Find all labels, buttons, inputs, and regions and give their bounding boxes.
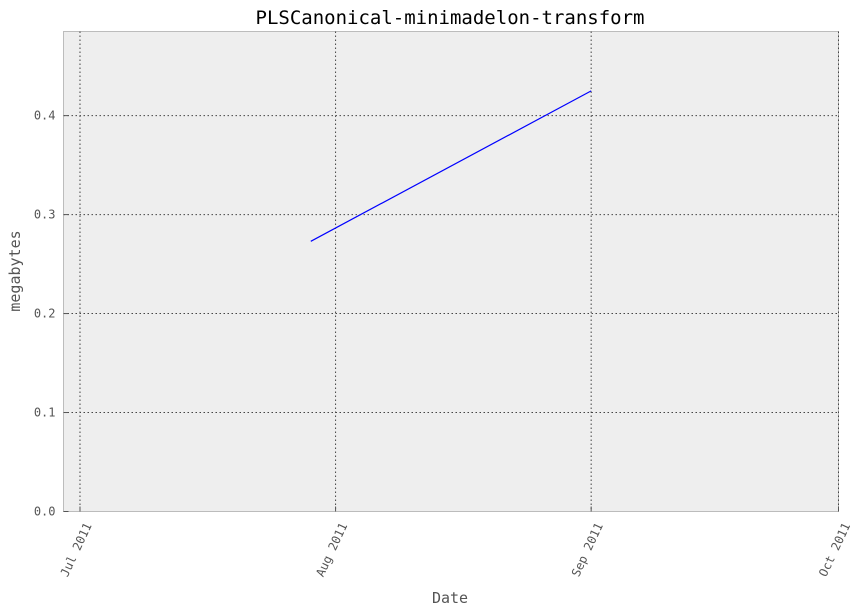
chart-title: PLSCanonical-minimadelon-transform [256, 7, 645, 29]
y-axis-label: megabytes [6, 230, 24, 311]
plot-area [63, 31, 839, 512]
y-tick-label: 0.3 [34, 208, 56, 222]
series-layer [310, 90, 592, 242]
y-tick-label: 0.2 [34, 307, 56, 321]
y-tick-label: 0.4 [34, 109, 56, 123]
y-tick-label: 0.0 [34, 505, 56, 519]
series-line [310, 90, 592, 242]
x-tick-label: Aug 2011 [313, 521, 350, 579]
x-tick-label: Sep 2011 [569, 521, 606, 579]
y-axis: 0.0 0.1 0.2 0.3 0.4 [34, 109, 69, 519]
x-tick-label: Jul 2011 [58, 521, 95, 579]
x-tick-label: Oct 2011 [816, 521, 853, 579]
x-axis-label: Date [432, 589, 468, 607]
x-axis: Jul 2011 Aug 2011 Sep 2011 Oct 2011 [58, 506, 853, 579]
y-tick-label: 0.1 [34, 406, 56, 420]
grid [63, 31, 839, 512]
